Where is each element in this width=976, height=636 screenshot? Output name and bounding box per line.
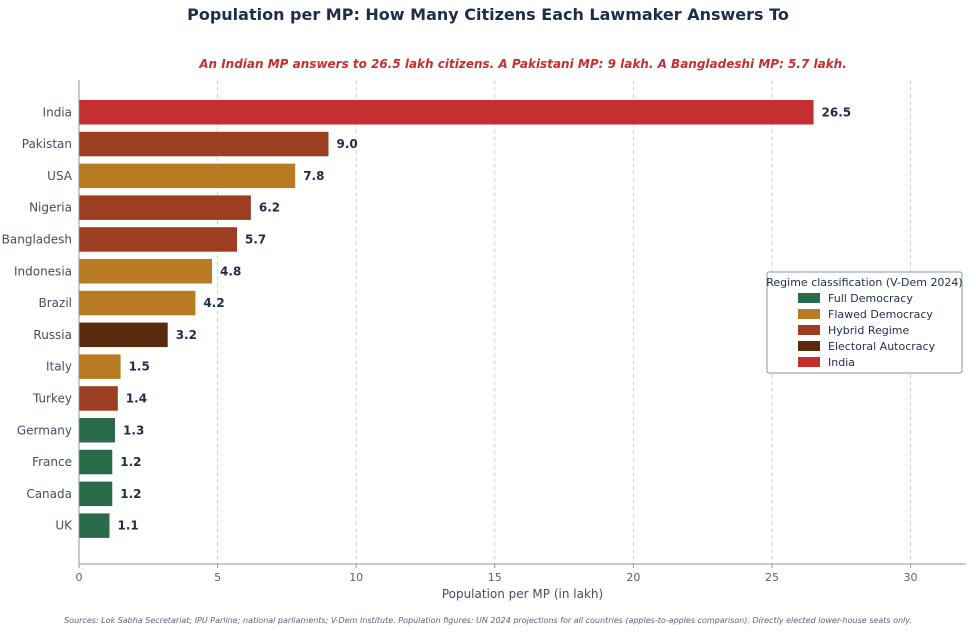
category-labels: India Pakistan USA Nigeria Bangladesh Indones… — [2, 105, 73, 532]
category-label: India — [43, 105, 72, 119]
legend-swatch — [798, 309, 820, 319]
category-label: Germany — [17, 423, 72, 437]
value-label: 1.1 — [117, 519, 138, 533]
value-label: 4.2 — [203, 296, 224, 310]
category-label: Turkey — [32, 391, 72, 405]
x-tick-label: 30 — [904, 571, 918, 584]
legend-label: Full Democracy — [828, 292, 913, 305]
x-axis-label: Population per MP (in lakh) — [442, 587, 603, 601]
legend-label: Hybrid Regime — [828, 324, 909, 337]
x-tick-label: 15 — [488, 571, 502, 584]
x-tick-label: 0 — [76, 571, 83, 584]
value-label: 4.8 — [220, 264, 241, 278]
value-label: 7.8 — [303, 169, 324, 183]
category-label: UK — [55, 519, 73, 533]
category-label: USA — [47, 169, 73, 183]
value-labels: 26.5 9.0 7.8 6.2 5.7 4.8 4.2 3.2 1.5 1.4 1.3 1.2 1.2… — [117, 105, 851, 532]
bar — [79, 386, 118, 411]
category-label: France — [32, 455, 72, 469]
value-label: 6.2 — [259, 201, 280, 215]
chart-subtitle: An Indian MP answers to 26.5 lakh citize… — [199, 57, 847, 71]
source-note: Sources: Lok Sabha Secretariat; IPU Parl… — [64, 616, 912, 625]
x-tick-label: 25 — [765, 571, 779, 584]
category-label: Brazil — [39, 296, 73, 310]
chart-title: Population per MP: How Many Citizens Eac… — [187, 5, 789, 24]
bar — [79, 322, 168, 348]
value-label: 1.2 — [120, 487, 141, 501]
bar — [79, 481, 113, 507]
bar — [79, 449, 113, 475]
value-label: 9.0 — [336, 137, 357, 151]
category-label: Indonesia — [14, 264, 72, 278]
category-label: Nigeria — [29, 201, 72, 215]
category-label: Russia — [33, 328, 72, 342]
bar — [79, 290, 196, 316]
value-label: 1.2 — [120, 455, 141, 469]
category-label: Canada — [26, 487, 72, 501]
x-tick-label: 10 — [349, 571, 363, 584]
legend-swatch — [798, 325, 820, 335]
x-tick-label: 20 — [626, 571, 640, 584]
x-tick-label: 5 — [214, 571, 221, 584]
axes — [78, 80, 966, 565]
bar — [79, 100, 814, 125]
legend-label: Electoral Autocracy — [828, 340, 936, 353]
value-label: 3.2 — [176, 328, 197, 342]
legend-swatch — [798, 341, 820, 351]
legend-swatch — [798, 357, 820, 367]
bar — [79, 418, 116, 443]
value-label: 1.5 — [129, 360, 150, 374]
legend-title: Regime classification (V-Dem 2024) — [766, 276, 962, 289]
bar — [79, 354, 121, 379]
bar — [79, 195, 251, 220]
legend-swatch — [798, 293, 820, 303]
bars — [79, 100, 814, 538]
bar — [79, 163, 296, 189]
legend-items: Full Democracy Flawed Democracy Hybrid Reg… — [798, 292, 936, 369]
value-label: 1.3 — [123, 423, 144, 437]
bar — [79, 513, 110, 538]
value-label: 26.5 — [822, 105, 852, 119]
category-label: Italy — [46, 360, 72, 374]
bar — [79, 131, 329, 157]
legend: Regime classification (V-Dem 2024) Full … — [766, 271, 963, 374]
x-ticks: 0 5 10 15 20 25 30 — [76, 564, 918, 584]
bar — [79, 227, 237, 252]
legend-label: India — [828, 356, 855, 369]
value-label: 5.7 — [245, 232, 266, 246]
bar — [79, 259, 213, 284]
value-label: 1.4 — [126, 391, 147, 405]
category-label: Bangladesh — [2, 232, 72, 246]
category-label: Pakistan — [22, 137, 72, 151]
legend-label: Flawed Democracy — [828, 308, 933, 321]
